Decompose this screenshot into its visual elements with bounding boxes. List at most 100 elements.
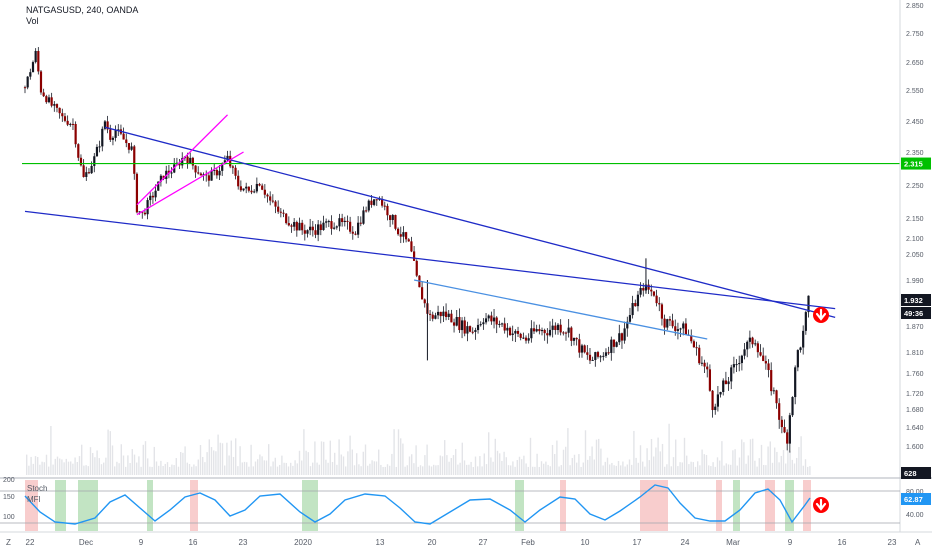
candle-body	[325, 221, 328, 223]
candle-body	[506, 327, 509, 331]
overbought-zone	[560, 480, 566, 531]
volume-bar	[316, 462, 318, 475]
y-tick-label: 2.050	[906, 252, 924, 259]
volume-bar	[741, 439, 743, 475]
volume-bar	[186, 462, 188, 475]
volume-bar	[532, 466, 534, 475]
volume-bar	[378, 449, 380, 475]
candle-body	[407, 239, 410, 242]
candle-body	[207, 175, 210, 181]
candle-body	[495, 317, 498, 325]
x-tick-label: 24	[681, 538, 690, 547]
candle-body	[655, 295, 658, 304]
volume-bar	[569, 465, 571, 475]
volume-bar	[738, 457, 741, 475]
candle-body	[570, 327, 573, 341]
candle-body	[799, 347, 802, 351]
volume-bar	[327, 462, 329, 475]
volume-bar	[578, 454, 580, 475]
volume-bar	[439, 455, 441, 475]
volume-bar	[235, 438, 237, 475]
trendlines	[22, 114, 900, 513]
candle-body	[269, 196, 272, 201]
chart-title: NATGASUSD, 240, OANDA	[26, 5, 139, 15]
candle-body	[101, 128, 104, 147]
candle-body	[546, 333, 549, 336]
candle-body	[114, 130, 117, 138]
y-tick-label: 2.850	[906, 3, 924, 10]
volume-bar	[250, 444, 252, 475]
volume-bar	[624, 466, 626, 475]
x-tick-label: 10	[581, 538, 590, 547]
volume-bar	[74, 457, 76, 475]
volume-bar	[743, 442, 745, 475]
candle-body	[205, 174, 208, 176]
candle-body	[255, 183, 258, 192]
volume-bar	[26, 454, 28, 475]
volume-bar	[342, 456, 345, 475]
volume-bar	[591, 446, 593, 475]
volume-bar	[576, 462, 578, 475]
candle-body	[695, 347, 698, 349]
candle-body	[274, 201, 277, 207]
candle-body	[503, 323, 506, 331]
candle-body	[215, 169, 218, 176]
volume-bar	[34, 456, 37, 475]
volume-bar	[644, 466, 646, 475]
volume-bar	[730, 464, 732, 475]
candle-body	[397, 228, 400, 235]
candle-body	[612, 339, 616, 347]
y-tick-label: 1.760	[906, 371, 924, 378]
candle-body	[748, 337, 751, 342]
volume-bar	[615, 465, 617, 475]
volume-bar	[263, 460, 265, 475]
volume-bar	[320, 441, 323, 475]
volume-bar	[556, 440, 558, 475]
y-tick-label: 2.250	[906, 183, 924, 190]
candle-body	[386, 205, 389, 216]
volume-bar	[391, 453, 393, 475]
candle-body	[327, 221, 330, 223]
candle-body	[802, 330, 805, 348]
candle-body	[711, 390, 714, 411]
candle-body	[242, 188, 245, 191]
candle-body	[719, 392, 722, 395]
volume-bar	[248, 466, 250, 475]
candle-body	[303, 230, 306, 234]
volume-bar	[272, 461, 274, 475]
volume-bar	[697, 461, 699, 475]
candle-body	[706, 366, 709, 370]
volume-bar	[276, 466, 279, 475]
candle-body	[740, 355, 743, 364]
overbought-zone	[765, 480, 775, 531]
candle-body	[23, 87, 27, 89]
candle-body	[788, 415, 791, 444]
candle-body	[511, 333, 514, 336]
candle-body	[50, 97, 53, 106]
volume-bar	[620, 465, 622, 475]
auto-scale-button[interactable]: A	[915, 538, 921, 547]
candle-body	[231, 166, 234, 168]
candle-body	[490, 315, 493, 322]
volume-bar	[219, 442, 221, 475]
last-price-tag-text: 1.932	[904, 296, 923, 305]
volume-bar	[63, 462, 65, 475]
price-tags: 2.315 1.932 49:36 628 62.87	[901, 157, 931, 505]
volume-bar	[105, 457, 107, 475]
volume-bar	[527, 466, 529, 475]
candle-body	[253, 191, 256, 193]
candle-body	[93, 156, 96, 166]
candle-body	[756, 343, 759, 353]
x-tick-label: 23	[239, 538, 248, 547]
x-tick-label: 27	[479, 538, 488, 547]
volume-bar	[488, 432, 490, 475]
candle-body	[263, 189, 266, 195]
volume-bar	[461, 442, 463, 475]
candle-body	[167, 170, 171, 174]
volume-bar	[514, 466, 516, 475]
volume-bar	[424, 455, 426, 475]
volume-bar	[221, 443, 224, 475]
volume-bar	[70, 461, 72, 475]
candle-body	[186, 156, 189, 164]
